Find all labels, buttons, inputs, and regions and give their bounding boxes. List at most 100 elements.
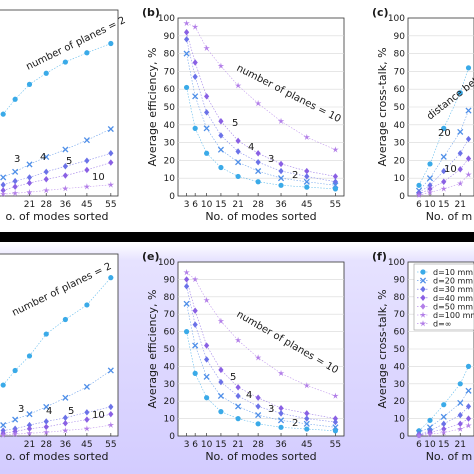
series-line-p4	[186, 286, 336, 423]
data-point-p10	[440, 429, 447, 436]
annotation: 2	[292, 418, 298, 429]
data-point-p2	[26, 81, 33, 87]
data-point-p2	[416, 182, 422, 188]
legend-marker	[419, 277, 427, 284]
data-point-p2	[183, 84, 190, 91]
data-point-p3	[192, 93, 199, 100]
data-point-p4	[218, 132, 224, 139]
x-tick-label: 6	[416, 440, 422, 450]
data-point-p4	[26, 174, 33, 181]
data-point-p5	[192, 307, 198, 314]
data-point-p2	[465, 363, 472, 369]
annotation: 4	[248, 142, 254, 153]
data-point-p10	[107, 421, 115, 428]
data-point-p2	[235, 416, 241, 422]
data-point-p3	[235, 403, 242, 410]
data-point-p10	[426, 430, 434, 438]
x-tick-label: 45	[301, 200, 312, 210]
x-tick-label: 55	[330, 440, 341, 450]
data-point-p4	[457, 150, 463, 157]
x-tick-label: 21	[455, 440, 466, 450]
data-point-p5	[457, 420, 463, 428]
chart-a-top	[0, 9, 119, 197]
y-tick-label: 0	[169, 192, 175, 202]
data-point-p10	[332, 146, 339, 153]
data-point-p2	[0, 382, 6, 388]
data-point-p10	[0, 431, 7, 438]
data-point-p3	[203, 373, 210, 380]
data-point-p10	[203, 44, 210, 52]
x-tick-label: 15	[438, 440, 449, 450]
data-point-p3	[303, 178, 310, 185]
data-point-p3	[255, 412, 262, 419]
data-point-p5	[84, 416, 90, 423]
y-tick-label: 40	[164, 121, 176, 131]
data-point-p3	[255, 168, 262, 175]
legend-marker	[420, 294, 426, 301]
data-point-p10	[254, 354, 262, 361]
y-tick-label: 70	[164, 310, 176, 320]
legend-marker	[420, 269, 426, 275]
data-point-p2	[204, 150, 210, 156]
data-point-p4	[84, 409, 90, 416]
data-point-p3	[83, 137, 90, 144]
data-point-p10	[234, 82, 242, 89]
chart-d-bottom	[0, 253, 119, 437]
data-point-p4	[192, 321, 198, 328]
y-tick-label: 50	[394, 103, 406, 113]
annotation: 4	[40, 152, 46, 163]
y-tick-label: 90	[164, 275, 176, 285]
y-tick-label: 0	[169, 432, 175, 442]
chart-c	[407, 17, 474, 197]
y-tick-label: 10	[394, 174, 406, 184]
x-axis-label: No. of m	[426, 210, 473, 223]
data-point-p4	[441, 420, 447, 428]
y-tick-label: 100	[388, 14, 405, 24]
data-point-p2	[427, 161, 433, 167]
data-point-p10	[415, 191, 423, 198]
data-point-p10	[426, 189, 434, 196]
x-tick-label: 21	[455, 200, 466, 210]
x-tick-label: 3	[184, 440, 190, 450]
data-point-p10	[62, 185, 69, 192]
x-tick-label: 36	[60, 440, 72, 450]
panel-label: (c)	[372, 6, 389, 19]
annotation: 10	[92, 410, 105, 421]
y-tick-label: 40	[394, 121, 406, 131]
y-axis-label: Average cross-talk, %	[376, 47, 389, 166]
data-point-p4	[43, 168, 49, 176]
data-point-p3	[183, 50, 190, 57]
y-axis-label: Average efficiency, %	[146, 290, 159, 409]
legend-marker	[419, 311, 427, 318]
x-tick-label: 55	[105, 200, 116, 210]
legend-entry: d=30 mm	[433, 285, 473, 294]
annotation: 3	[268, 154, 274, 165]
y-tick-label: 20	[394, 156, 406, 166]
data-point-p5	[62, 172, 68, 179]
x-tick-label: 6	[192, 200, 198, 210]
data-point-p2	[218, 409, 224, 415]
legend-entry: d=10 mm	[433, 268, 473, 277]
y-tick-label: 70	[164, 67, 176, 77]
data-point-p2	[62, 316, 68, 323]
data-point-p3	[235, 159, 242, 166]
data-point-p10	[415, 432, 423, 439]
data-point-p2	[12, 367, 18, 374]
data-point-p2	[255, 421, 261, 427]
legend-entry: d=100 mm	[433, 311, 474, 320]
data-point-p2	[465, 65, 472, 71]
data-point-p4	[204, 109, 210, 116]
data-point-p2	[255, 179, 261, 185]
data-point-p5	[192, 59, 198, 66]
data-point-p4	[332, 178, 339, 185]
x-tick-label: 10	[424, 200, 436, 210]
data-point-p3	[457, 128, 464, 135]
data-point-p5	[465, 155, 472, 162]
data-point-p10	[234, 336, 242, 344]
data-point-p2	[84, 302, 90, 308]
data-point-p2	[62, 59, 68, 65]
data-point-p10	[303, 133, 311, 141]
y-tick-label: 20	[164, 156, 176, 166]
x-tick-label: 10	[201, 440, 213, 450]
data-point-p10	[277, 369, 285, 377]
